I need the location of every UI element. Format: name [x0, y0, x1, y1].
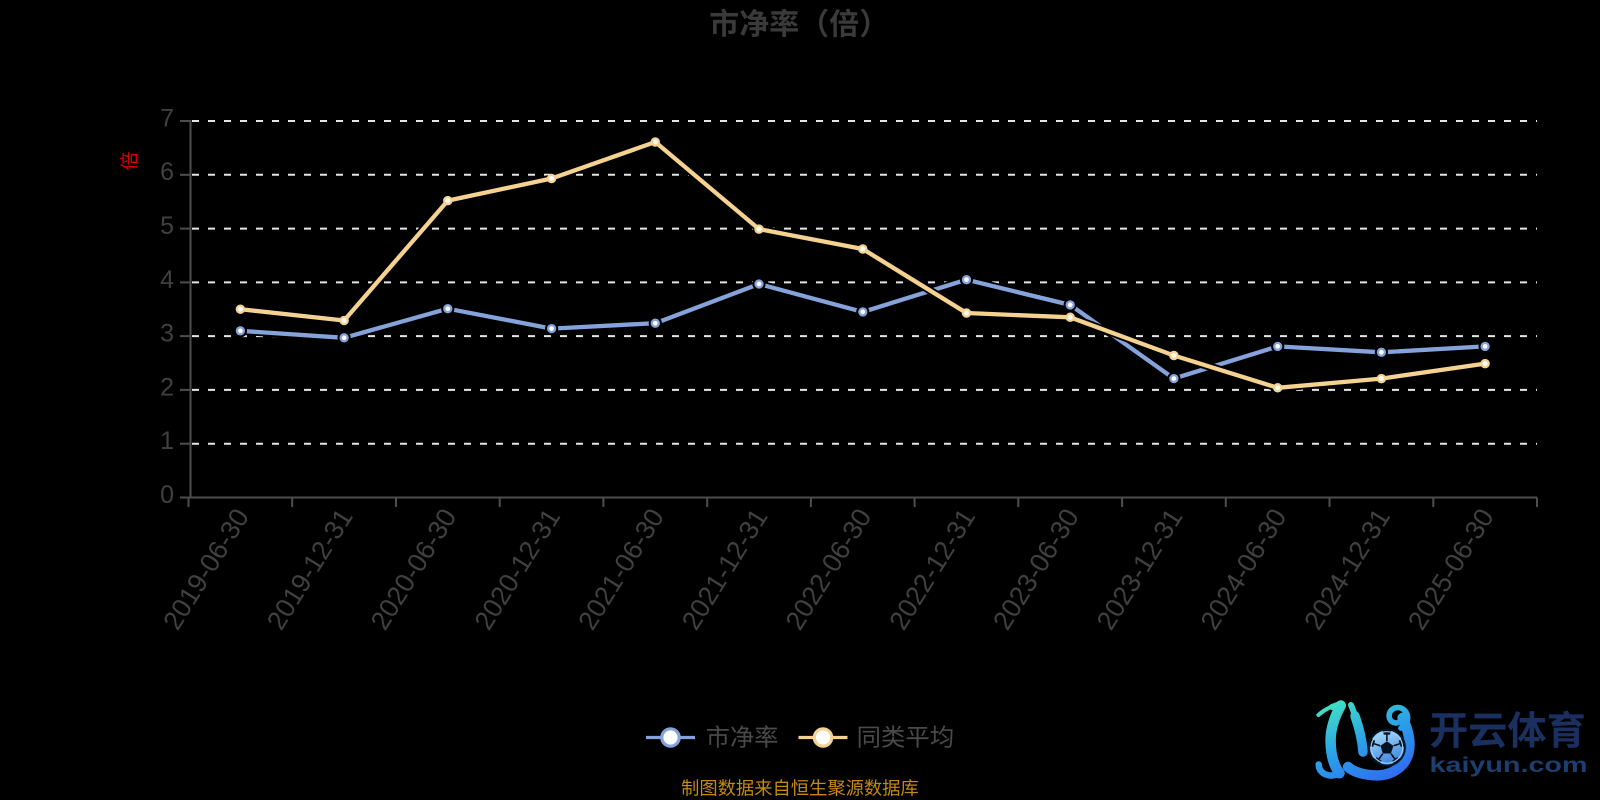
svg-text:5: 5: [160, 212, 174, 240]
svg-text:7: 7: [160, 104, 174, 132]
svg-text:2: 2: [160, 373, 174, 401]
svg-text:6: 6: [160, 158, 174, 186]
svg-text:3: 3: [160, 320, 174, 348]
svg-text:1: 1: [160, 427, 174, 455]
svg-text:4: 4: [160, 266, 174, 294]
svg-text:kaiyun.com: kaiyun.com: [1430, 754, 1588, 777]
svg-text:0: 0: [160, 481, 174, 509]
